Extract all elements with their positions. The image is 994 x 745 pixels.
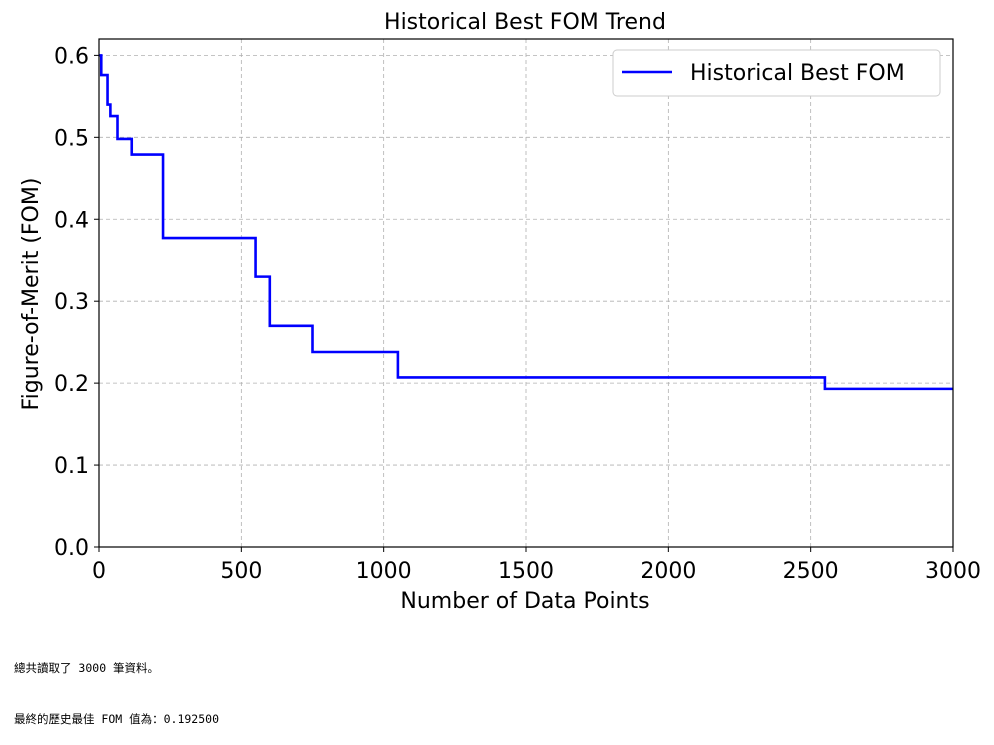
- series-line-historical-best-fom: [99, 54, 953, 391]
- x-tick-label: 2500: [783, 559, 839, 584]
- x-axis-ticks: 0 500 1000 1500 2000 2500 3000: [92, 547, 981, 584]
- plot-frame: [98, 38, 954, 548]
- x-tick-label: 0: [92, 559, 106, 584]
- y-tick-label: 0.5: [54, 126, 89, 151]
- y-tick-label: 0.4: [54, 208, 89, 233]
- chart: 0 500 1000 1500 2000 2500 3000 0.0 0.1 0.2 0.3 0.4…: [19, 10, 981, 614]
- x-tick-label: 3000: [925, 559, 981, 584]
- y-axis-label: Figure-of-Merit (FOM): [19, 178, 44, 411]
- x-tick-label: 1000: [356, 559, 412, 584]
- x-tick-label: 1500: [498, 559, 554, 584]
- legend-box: [612, 49, 941, 97]
- y-axis-ticks: 0.0 0.1 0.2 0.3 0.4 0.5 0.6: [54, 44, 99, 561]
- legend-label: Historical Best FOM: [690, 61, 905, 86]
- x-tick-label: 2000: [640, 559, 696, 584]
- output-line-final-best-fom: 最終的歷史最佳 FOM 值為：0.192500: [14, 712, 220, 726]
- y-tick-label: 0.2: [54, 372, 89, 397]
- y-tick-label: 0.3: [54, 290, 89, 315]
- y-tick-label: 0.1: [54, 454, 89, 479]
- output-line-total-records: 總共讀取了 3000 筆資料。: [14, 661, 160, 675]
- x-axis-label: Number of Data Points: [400, 589, 649, 614]
- legend: Historical Best FOM: [612, 49, 941, 97]
- output-text: 總共讀取了 3000 筆資料。 最終的歷史最佳 FOM 值為：0.192500: [14, 626, 219, 745]
- chart-title: Historical Best FOM Trend: [384, 10, 666, 35]
- y-tick-label: 0.6: [54, 44, 89, 69]
- y-tick-label: 0.0: [54, 536, 89, 561]
- grid: [98, 39, 954, 548]
- x-tick-label: 500: [220, 559, 262, 584]
